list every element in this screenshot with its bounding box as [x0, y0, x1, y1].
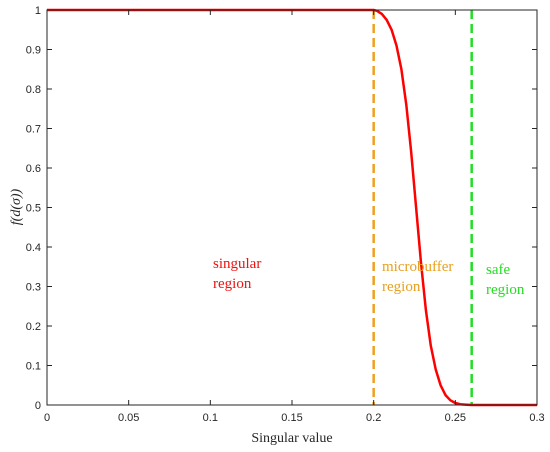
y-tick-label: 0.2	[26, 321, 41, 333]
plot-background	[47, 10, 537, 405]
y-tick-label: 0.9	[26, 45, 41, 57]
plot-area	[47, 10, 537, 405]
x-tick-label: 0.3	[529, 412, 544, 424]
x-tick-label: 0.25	[445, 412, 466, 424]
y-tick-label: 0.1	[26, 361, 41, 373]
y-tick-label: 0.8	[26, 84, 41, 96]
y-tick-label: 0.4	[26, 242, 41, 254]
y-tick-label: 0.3	[26, 282, 41, 294]
x-tick-label: 0.05	[118, 412, 139, 424]
x-tick-label: 0.15	[281, 412, 302, 424]
y-tick-label: 0	[35, 400, 41, 412]
x-axis-label: Singular value	[251, 431, 332, 446]
y-axis-label: f(d(σ))	[9, 188, 24, 225]
y-tick-label: 1	[35, 5, 41, 17]
y-tick-label: 0.7	[26, 124, 41, 136]
x-tick-label: 0.1	[203, 412, 218, 424]
x-tick-label: 0	[44, 412, 50, 424]
y-tick-label: 0.5	[26, 203, 41, 215]
y-tick-label: 0.6	[26, 163, 41, 175]
x-tick-label: 0.2	[366, 412, 381, 424]
